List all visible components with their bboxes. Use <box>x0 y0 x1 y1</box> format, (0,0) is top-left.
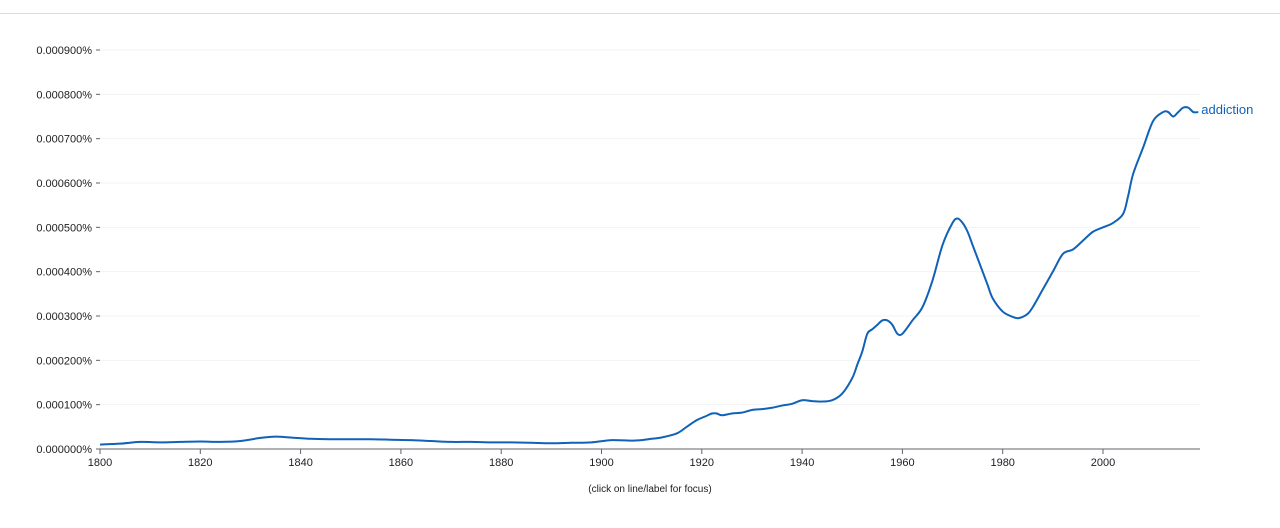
series-label-addiction[interactable]: addiction <box>1201 102 1253 117</box>
y-tick-label: 0.000900% <box>36 45 92 57</box>
y-tick-label: 0.000400% <box>36 267 92 279</box>
y-axis: 0.000000% 0.000100% 0.000200% 0.000300% 0.00… <box>36 45 100 456</box>
y-tick-label: 0.000200% <box>36 355 92 367</box>
top-border <box>0 13 1280 14</box>
x-tick-label: 1880 <box>489 457 513 469</box>
y-tick-label: 0.000500% <box>36 222 92 234</box>
y-tick-label: 0.000700% <box>36 134 92 146</box>
x-tick-label: 1920 <box>690 457 714 469</box>
series-line-addiction[interactable] <box>99 106 1199 446</box>
x-tick-label: 2000 <box>1091 457 1115 469</box>
x-tick-label: 1840 <box>288 457 312 469</box>
series-layer[interactable]: addiction <box>99 102 1253 446</box>
grid-layer <box>100 49 1200 406</box>
y-tick-label: 0.000600% <box>36 178 92 190</box>
x-tick-label: 1860 <box>389 457 413 469</box>
x-tick-label: 1800 <box>88 457 112 469</box>
y-tick-label: 0.000100% <box>36 400 92 412</box>
focus-hint: (click on line/label for focus) <box>588 484 711 495</box>
x-tick-label: 1900 <box>589 457 613 469</box>
x-axis: 1800 1820 1840 1860 1880 1900 1920 1940 1960 1980… <box>88 448 1200 469</box>
x-tick-label: 1940 <box>790 457 814 469</box>
x-tick-label: 1960 <box>890 457 914 469</box>
x-tick-label: 1980 <box>990 457 1014 469</box>
y-tick-label: 0.000300% <box>36 311 92 323</box>
x-tick-label: 1820 <box>188 457 212 469</box>
y-tick-label: 0.000000% <box>36 444 92 456</box>
y-tick-label: 0.000800% <box>36 89 92 101</box>
